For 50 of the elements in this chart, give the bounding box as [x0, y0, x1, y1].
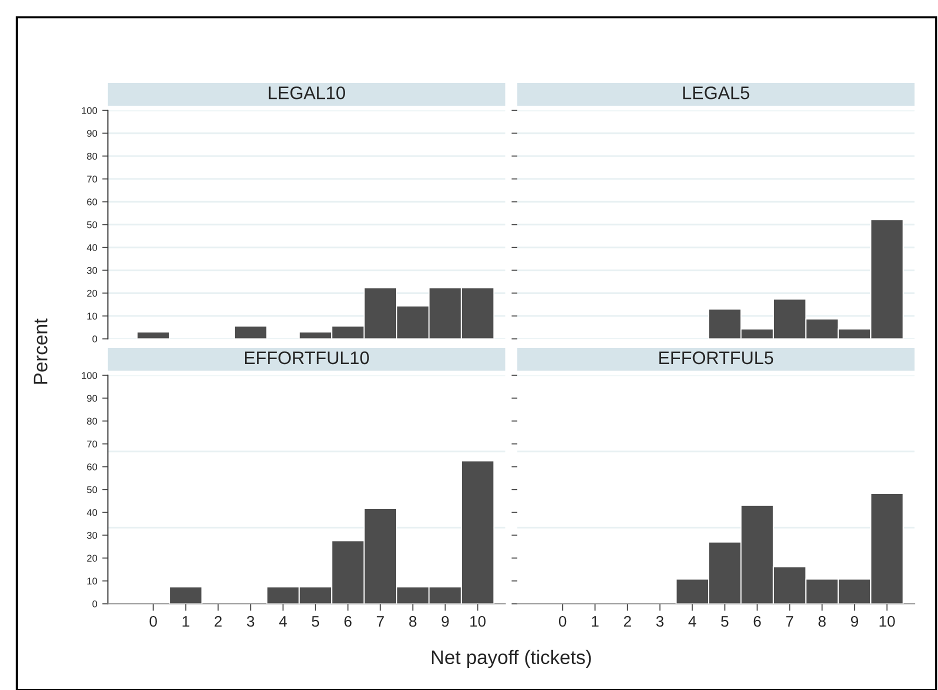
x-tick-label: 3 [656, 616, 664, 627]
y-tick-label: 90 [87, 130, 98, 137]
x-tick-label: 10 [880, 616, 895, 627]
x-tick-label: 2 [214, 616, 222, 627]
x-tick-label: 9 [851, 616, 858, 627]
x-tick-label: 9 [442, 616, 449, 627]
chart-title: LEGAL5 [683, 86, 750, 100]
x-tick-label: 6 [754, 616, 761, 627]
x-tick-label: 2 [624, 616, 631, 627]
y-tick-label: 40 [86, 244, 98, 252]
y-tick-label: 50 [87, 486, 98, 494]
x-tick-label: 1 [592, 616, 599, 627]
y-tick-label: 30 [87, 267, 98, 274]
y-tick-label: 30 [87, 532, 98, 539]
x-tick-label: 4 [279, 616, 287, 627]
y-tick-label: 10 [87, 312, 98, 320]
y-tick-label: 80 [87, 418, 98, 425]
x-tick-label: 5 [721, 616, 728, 627]
y-tick-label: 20 [87, 554, 98, 562]
y-tick-label: 90 [87, 394, 98, 402]
x-tick-label: 5 [312, 616, 320, 627]
y-axis-title: Percent [34, 318, 48, 384]
y-tick-label: 50 [87, 221, 98, 228]
x-tick-label: 7 [376, 616, 384, 627]
x-tick-label: 7 [786, 616, 794, 627]
x-axis-title: Net payoff (tickets) [432, 650, 591, 668]
y-tick-label: 80 [87, 152, 98, 160]
x-tick-label: 0 [558, 616, 566, 627]
y-tick-label: 100 [82, 372, 98, 379]
x-tick-label: 6 [344, 616, 352, 627]
y-tick-label: 60 [87, 198, 98, 206]
chart-title: EFFORTFUL5 [659, 351, 774, 364]
x-tick-label: 1 [182, 616, 190, 627]
y-tick-label: 0 [92, 600, 98, 608]
x-tick-label: 10 [470, 616, 486, 627]
y-tick-label: 10 [87, 578, 98, 585]
y-tick-label: 40 [86, 509, 98, 516]
y-tick-label: 20 [87, 290, 98, 297]
y-tick-label: 100 [82, 107, 98, 114]
y-tick-label: 60 [87, 463, 98, 470]
x-tick-label: 4 [688, 616, 696, 627]
chart-title: EFFORTFUL10 [245, 351, 369, 364]
y-tick-label: 0 [92, 336, 98, 342]
chart-title: LEGAL10 [268, 86, 346, 100]
x-tick-label: 3 [246, 616, 254, 627]
x-tick-label: 8 [409, 616, 416, 627]
x-tick-label: 0 [150, 616, 157, 627]
x-tick-label: 8 [818, 616, 826, 627]
y-tick-label: 70 [87, 176, 98, 183]
y-tick-label: 70 [87, 440, 98, 448]
